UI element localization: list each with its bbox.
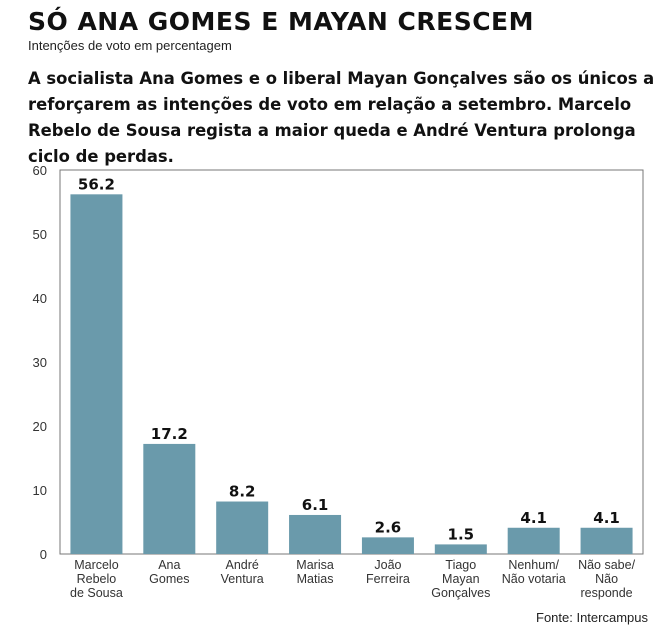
bar <box>580 527 633 554</box>
source-note: Fonte: Intercampus <box>536 610 648 625</box>
value-label: 1.5 <box>448 525 475 543</box>
plot-frame <box>59 169 644 555</box>
category-label-line: Não <box>595 572 618 586</box>
category-label-line: Ferreira <box>366 572 410 586</box>
value-label: 8.2 <box>229 483 256 501</box>
category-label: Nenhum/Não votaria <box>502 558 566 586</box>
category-label-line: Gomes <box>149 572 189 586</box>
category-label-line: André <box>226 558 259 572</box>
category-label-line: Ventura <box>221 572 264 586</box>
bars <box>70 194 633 554</box>
category-label-line: responde <box>581 586 633 600</box>
y-tick-label: 50 <box>33 227 47 242</box>
category-labels: Marcelo Rebelo de Sousa Ana Gomes André Ventur… <box>70 558 636 600</box>
category-label: João Ferreira <box>366 558 410 586</box>
category-label-line: Marcelo <box>74 558 119 572</box>
value-label: 56.2 <box>78 175 115 193</box>
category-label-line: Ana <box>158 558 180 572</box>
category-label-line: Marisa <box>296 558 334 572</box>
category-label: Ana Gomes <box>149 558 189 586</box>
value-labels: 56.2 17.2 8.2 6.1 2.6 1.5 4.1 4.1 <box>78 175 620 543</box>
category-label: Marisa Matias <box>296 558 334 586</box>
category-label-line: Tiago <box>445 558 476 572</box>
value-label: 4.1 <box>593 509 620 527</box>
y-tick-label: 10 <box>33 483 47 498</box>
chart-subtitle: Intenções de voto em percentagem <box>28 38 232 53</box>
value-label: 6.1 <box>302 496 329 514</box>
category-label: André Ventura <box>221 558 264 586</box>
chart-title: SÓ ANA GOMES E MAYAN CRESCEM <box>28 7 535 36</box>
category-label: Não sabe/Não responde <box>578 558 636 600</box>
category-label-line: Nenhum/ <box>508 558 559 572</box>
value-label: 2.6 <box>375 518 402 536</box>
category-label-line: Gonçalves <box>431 586 490 600</box>
category-label-line: Rebelo <box>77 572 117 586</box>
category-label: Marcelo Rebelo de Sousa <box>70 558 123 600</box>
bar <box>289 514 342 554</box>
bar <box>70 194 123 554</box>
category-label-line: João <box>374 558 401 572</box>
y-axis-ticks: 0 10 20 30 40 50 60 <box>33 163 47 562</box>
value-label: 17.2 <box>151 425 188 443</box>
y-tick-label: 30 <box>33 355 47 370</box>
category-label-line: Mayan <box>442 572 480 586</box>
y-tick-label: 60 <box>33 163 47 178</box>
bar <box>507 527 560 554</box>
bar <box>216 501 269 554</box>
value-label: 4.1 <box>520 509 547 527</box>
category-label-line: Matias <box>297 572 334 586</box>
category-label-line: Não votaria <box>502 572 566 586</box>
y-tick-label: 0 <box>40 547 47 562</box>
bar <box>143 443 196 554</box>
bar <box>434 544 487 554</box>
y-tick-label: 20 <box>33 419 47 434</box>
category-label-line: de Sousa <box>70 586 123 600</box>
lead-paragraph: A socialista Ana Gomes e o liberal Mayan… <box>28 69 655 166</box>
bar <box>361 537 414 554</box>
category-label-line: Não sabe/ <box>578 558 636 572</box>
category-label: Tiago Mayan Gonçalves <box>431 558 490 600</box>
y-tick-label: 40 <box>33 291 47 306</box>
